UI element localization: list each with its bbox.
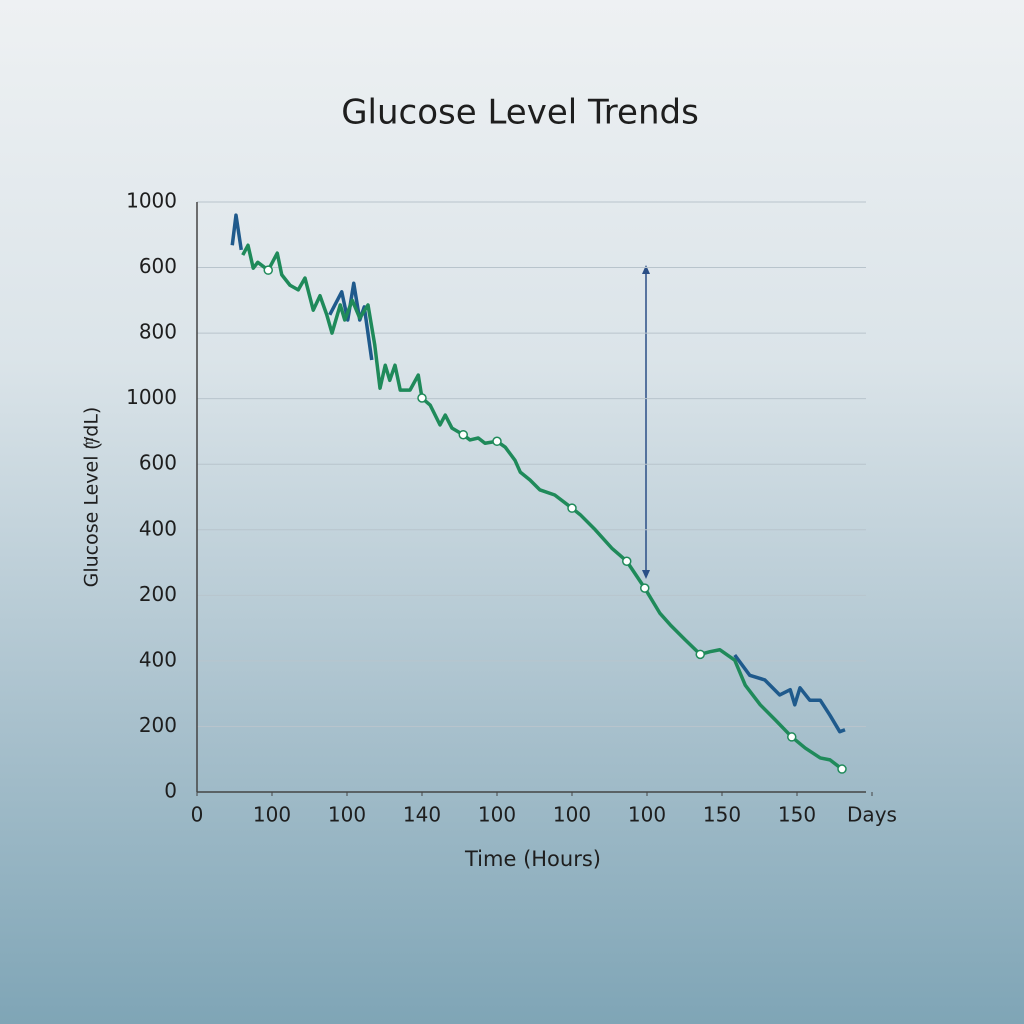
x-tick-label: 150 [703, 803, 741, 827]
data-point [640, 583, 650, 593]
x-tick-label: 100 [253, 803, 291, 827]
data-point [417, 393, 427, 403]
y-tick-label: 1000 [126, 385, 177, 409]
y-tick-label: 600 [139, 254, 177, 278]
x-tick-label: 100 [628, 803, 666, 827]
x-tick-label: 140 [403, 803, 441, 827]
chart-title: Glucose Level Trends [341, 93, 699, 133]
y-tick-label: 200 [139, 713, 177, 737]
x-tick-label: 0 [191, 803, 204, 827]
y-tick-label: 200 [139, 582, 177, 606]
data-point [492, 436, 502, 447]
data-point [837, 764, 847, 774]
data-point [263, 265, 273, 275]
x-tick-label: 100 [553, 803, 591, 827]
y-tick-label: 800 [139, 320, 177, 344]
series-line [230, 213, 846, 734]
y-tick-label: 400 [139, 516, 177, 540]
data-point [567, 503, 577, 513]
y-axis-label: Glucose Level (ͫ/dL) [81, 407, 103, 588]
y-tick-label: 1000 [126, 189, 177, 213]
x-axis-label: Time (Hours) [464, 847, 601, 871]
y-tick-label: 0 [164, 779, 177, 803]
arrow-annotation [642, 265, 650, 579]
y-tick-label: 600 [139, 451, 177, 475]
x-tick-label: Days [847, 803, 897, 827]
x-tick-label: 100 [478, 803, 516, 827]
series-line [241, 243, 844, 771]
data-point [622, 556, 632, 566]
x-tick-label: 100 [328, 803, 366, 827]
y-tick-label: 400 [139, 647, 177, 671]
x-tick-label: 150 [778, 803, 816, 827]
data-point [458, 429, 468, 440]
data-point [787, 732, 797, 742]
data-point [695, 649, 705, 660]
